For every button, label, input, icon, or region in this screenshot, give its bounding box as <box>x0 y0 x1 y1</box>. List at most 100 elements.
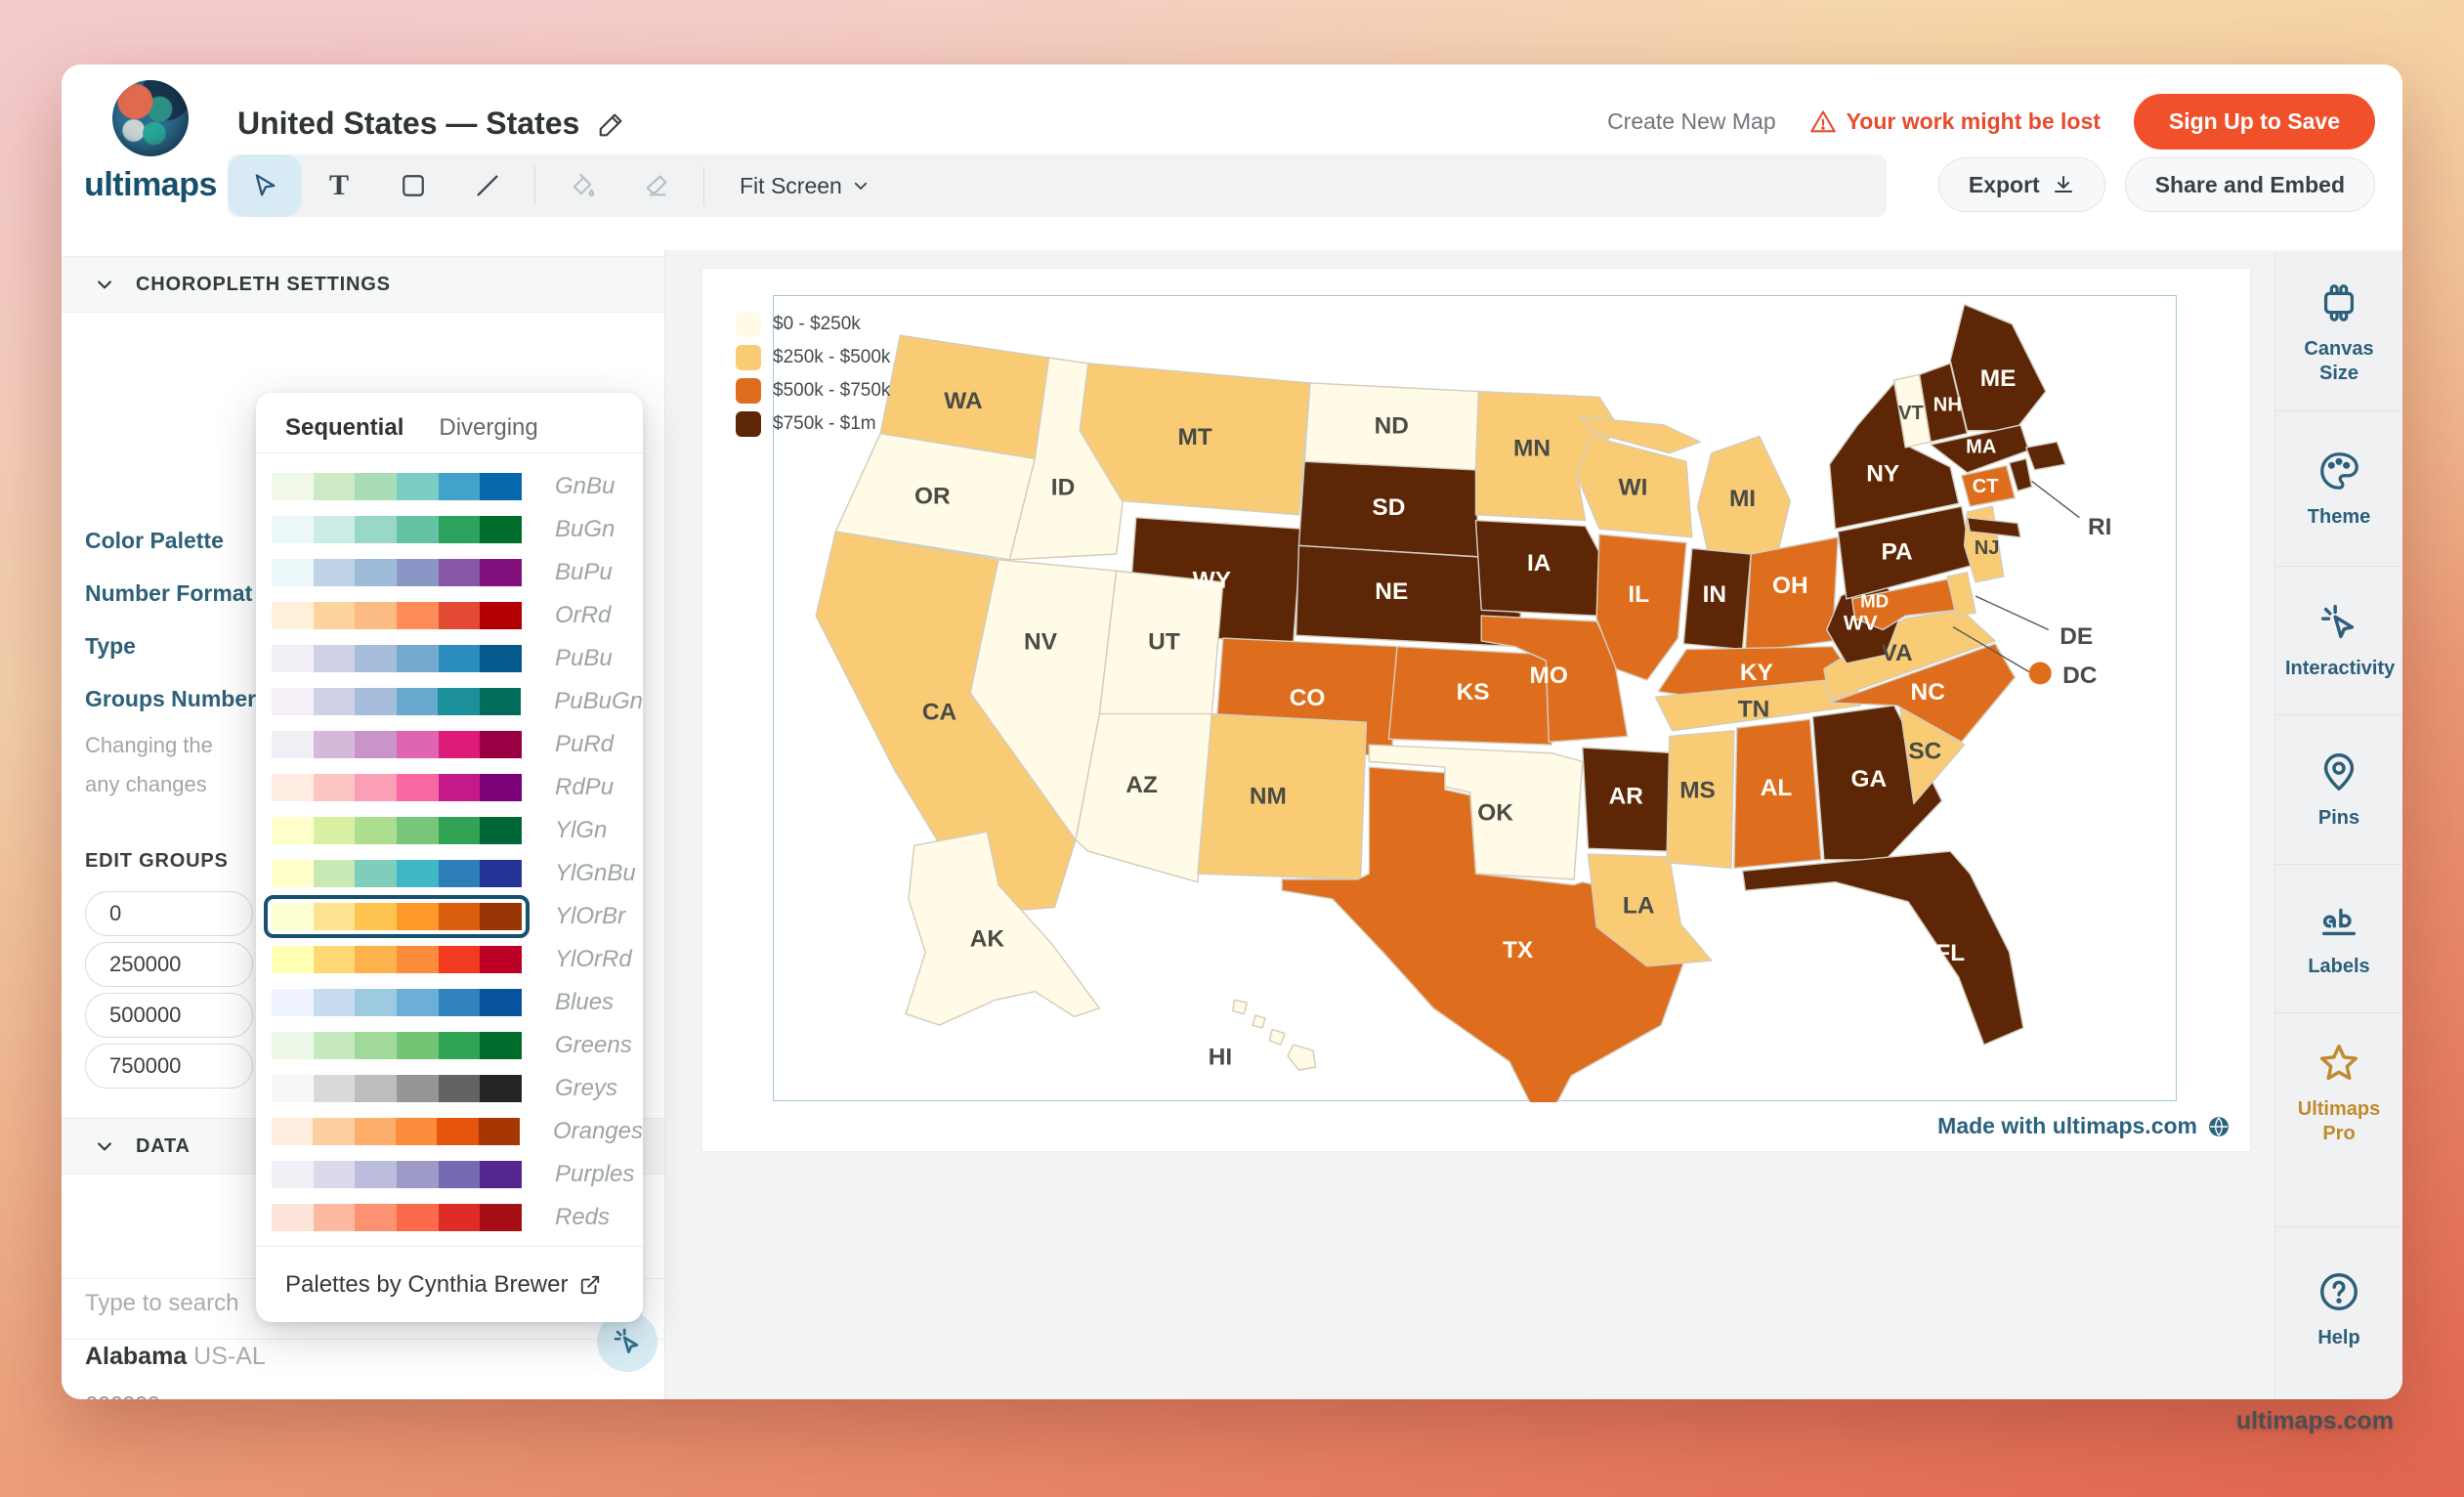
state-CT[interactable] <box>1960 464 2017 507</box>
palette-option-OrRd[interactable]: OrRd <box>256 594 643 637</box>
state-TX[interactable] <box>1281 766 1687 1130</box>
state-RI[interactable] <box>2008 457 2033 492</box>
state-ME[interactable] <box>1949 303 2047 432</box>
attribution[interactable]: Made with ultimaps.com <box>1937 1113 2230 1139</box>
rail-item-help[interactable]: Help <box>2275 1246 2402 1373</box>
rail-item-interactivity[interactable]: Interactivity <box>2275 567 2402 715</box>
palette-option-Oranges[interactable]: Oranges <box>256 1110 643 1153</box>
ultimaps-logo-globe[interactable] <box>112 80 189 156</box>
group-threshold-input[interactable] <box>85 891 253 936</box>
data-row-value[interactable]: 666000 <box>85 1391 160 1399</box>
state-OH[interactable] <box>1744 536 1839 654</box>
type-label[interactable]: Type <box>85 633 136 659</box>
page-title: United States — States <box>237 106 580 141</box>
group-threshold-input[interactable] <box>85 942 253 987</box>
state-label-NV: NV <box>1024 629 1058 656</box>
swatch-segment <box>397 903 439 930</box>
state-IL[interactable] <box>1595 534 1687 681</box>
palettes-credit-link[interactable]: Palettes by Cynthia Brewer <box>256 1246 643 1322</box>
state-MT[interactable] <box>1079 363 1311 516</box>
rectangle-tool-button[interactable] <box>376 154 450 217</box>
state-AL[interactable] <box>1733 718 1822 870</box>
state-HI[interactable] <box>1232 999 1248 1015</box>
rail-item-canvas-size[interactable]: Canvas Size <box>2275 256 2402 411</box>
palette-option-PuBuGn[interactable]: PuBuGn <box>256 680 643 723</box>
state-HI[interactable] <box>1287 1044 1317 1071</box>
swatch-segment <box>272 516 314 543</box>
swatch-segment <box>480 645 523 672</box>
state-WI[interactable] <box>1576 435 1693 538</box>
palette-option-Blues[interactable]: Blues <box>256 981 643 1024</box>
palette-option-RdPu[interactable]: RdPu <box>256 766 643 809</box>
select-tool-button[interactable] <box>228 154 302 217</box>
groups-number-label[interactable]: Groups Number <box>85 686 257 711</box>
eraser-tool-button[interactable] <box>619 154 694 217</box>
line-tool-button[interactable] <box>450 154 525 217</box>
state-MN[interactable] <box>1474 390 1620 522</box>
us-choropleth-map[interactable]: RI DE DC WA OR CA ID MT WY NV UT CO AZ NM ND SD NE KS O… <box>774 296 2178 1130</box>
state-MI[interactable] <box>1579 415 1702 454</box>
state-label-MI: MI <box>1729 486 1756 512</box>
state-HI[interactable] <box>1268 1028 1286 1046</box>
rail-item-theme[interactable]: Theme <box>2275 411 2402 567</box>
palette-option-PuRd[interactable]: PuRd <box>256 723 643 766</box>
palette-option-YlOrBr[interactable]: YlOrBr <box>256 895 643 938</box>
state-DE[interactable] <box>1946 571 1976 617</box>
palette-option-BuPu[interactable]: BuPu <box>256 551 643 594</box>
text-tool-button[interactable]: T <box>302 154 376 217</box>
swatch-segment <box>313 774 356 801</box>
rail-item-pins[interactable]: Pins <box>2275 715 2402 865</box>
data-row-name[interactable]: Alabama US-AL <box>85 1343 266 1370</box>
palette-tab-diverging[interactable]: Diverging <box>439 414 538 441</box>
state-label-CO: CO <box>1290 685 1326 711</box>
state-label-KS: KS <box>1457 679 1490 706</box>
palette-option-Greens[interactable]: Greens <box>256 1024 643 1067</box>
sign-up-to-save-button[interactable]: Sign Up to Save <box>2133 94 2375 150</box>
fit-screen-dropdown[interactable]: Fit Screen <box>740 173 870 199</box>
palette-option-Reds[interactable]: Reds <box>256 1196 643 1239</box>
state-MA[interactable] <box>2025 441 2066 471</box>
state-AZ[interactable] <box>1075 712 1213 883</box>
state-NH[interactable] <box>1918 363 1969 443</box>
ultimaps-wordmark[interactable]: ultimaps <box>84 166 217 203</box>
state-NY[interactable] <box>1966 516 2021 538</box>
dc-dot[interactable] <box>2028 662 2052 685</box>
fit-screen-label: Fit Screen <box>740 172 842 198</box>
create-new-map-link[interactable]: Create New Map <box>1607 108 1776 134</box>
color-palette-label[interactable]: Color Palette <box>85 528 224 553</box>
palette-option-YlGnBu[interactable]: YlGnBu <box>256 852 643 895</box>
palette-option-BuGn[interactable]: BuGn <box>256 508 643 551</box>
palette-option-YlGn[interactable]: YlGn <box>256 809 643 852</box>
map-canvas-card: $0 - $250k $250k - $500k $500k - $750k $750… <box>701 268 2251 1152</box>
export-button[interactable]: Export <box>1937 157 2105 212</box>
rail-item-ultimaps-pro[interactable]: Ultimaps Pro <box>2275 1013 2402 1173</box>
palette-option-Purples[interactable]: Purples <box>256 1153 643 1196</box>
map-artboard[interactable]: RI DE DC WA OR CA ID MT WY NV UT CO AZ NM ND SD NE KS O… <box>773 295 2178 1130</box>
palette-option-PuBu[interactable]: PuBu <box>256 637 643 680</box>
state-NC[interactable] <box>1828 643 2017 743</box>
state-AK[interactable] <box>905 831 1101 1026</box>
legend-row: $500k - $750k <box>736 378 890 404</box>
search-input[interactable]: Type to search <box>85 1290 239 1316</box>
state-TN[interactable] <box>1654 676 1861 732</box>
swatch-segment <box>438 602 481 629</box>
state-KS[interactable] <box>1387 645 1558 746</box>
state-FL[interactable] <box>1741 850 2024 1046</box>
rail-item-labels[interactable]: Labels <box>2275 865 2402 1013</box>
fill-tool-button[interactable] <box>545 154 619 217</box>
number-format-label[interactable]: Number Format <box>85 580 253 606</box>
state-HI[interactable] <box>1252 1014 1266 1029</box>
palette-tab-sequential[interactable]: Sequential <box>285 414 404 441</box>
choropleth-settings-header[interactable]: CHOROPLETH SETTINGS <box>62 256 664 313</box>
group-threshold-input[interactable] <box>85 993 253 1038</box>
edit-title-pencil-icon[interactable] <box>597 109 626 139</box>
group-threshold-input[interactable] <box>85 1044 253 1089</box>
palette-option-GnBu[interactable]: GnBu <box>256 465 643 508</box>
paint-bucket-icon <box>573 173 595 196</box>
dc-callout-label: DC <box>2062 663 2097 689</box>
palette-option-Greys[interactable]: Greys <box>256 1067 643 1110</box>
palette-option-YlOrRd[interactable]: YlOrRd <box>256 938 643 981</box>
share-and-embed-button[interactable]: Share and Embed <box>2124 157 2375 212</box>
state-MS[interactable] <box>1666 730 1735 870</box>
swatch-segment <box>272 731 314 758</box>
